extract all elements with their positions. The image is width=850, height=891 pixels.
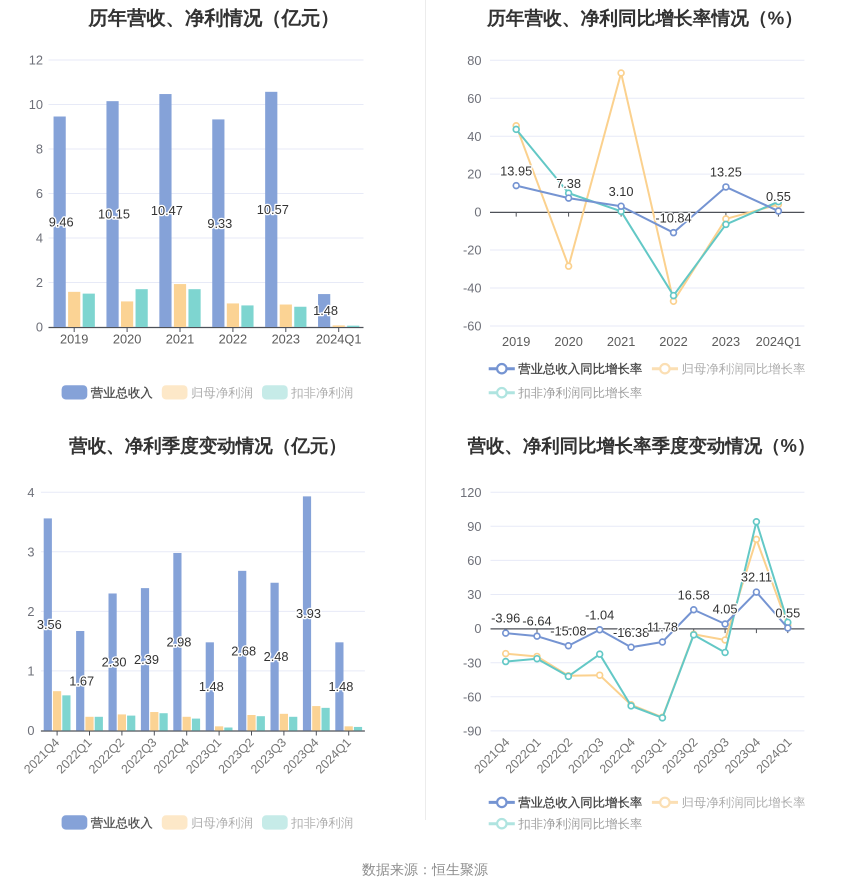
svg-text:-1.04: -1.04 xyxy=(585,607,614,622)
svg-text:0: 0 xyxy=(474,205,481,220)
svg-text:11.78: 11.78 xyxy=(647,620,678,635)
svg-text:60: 60 xyxy=(467,91,481,106)
svg-text:32.11: 32.11 xyxy=(741,570,772,585)
svg-text:2019: 2019 xyxy=(60,332,88,347)
svg-text:2.98: 2.98 xyxy=(166,634,191,649)
svg-text:-40: -40 xyxy=(463,281,482,296)
svg-text:%: % xyxy=(768,7,785,28)
svg-text:1.48: 1.48 xyxy=(313,303,338,318)
svg-text:10.15: 10.15 xyxy=(98,207,130,222)
svg-text:10.57: 10.57 xyxy=(257,202,289,217)
svg-text:3.56: 3.56 xyxy=(37,617,62,632)
svg-text:2020: 2020 xyxy=(554,334,582,349)
svg-text:2022: 2022 xyxy=(219,332,247,347)
svg-text:%: % xyxy=(781,435,797,456)
svg-text:1: 1 xyxy=(27,664,34,679)
svg-text:2020: 2020 xyxy=(113,332,141,347)
svg-text:1.48: 1.48 xyxy=(199,679,224,694)
svg-text:2022: 2022 xyxy=(659,334,687,349)
svg-text:16.58: 16.58 xyxy=(678,587,710,602)
svg-text:-60: -60 xyxy=(463,689,482,704)
svg-text:4.05: 4.05 xyxy=(713,602,738,617)
svg-text:0: 0 xyxy=(27,723,34,738)
svg-text:1.67: 1.67 xyxy=(69,673,94,688)
svg-text:2.48: 2.48 xyxy=(264,649,289,664)
svg-text:-6.64: -6.64 xyxy=(522,614,551,629)
svg-text:10.47: 10.47 xyxy=(151,203,183,218)
svg-text:0: 0 xyxy=(474,621,481,636)
svg-text:60: 60 xyxy=(467,553,481,568)
svg-text:2: 2 xyxy=(36,275,43,290)
svg-text:2: 2 xyxy=(27,604,34,619)
svg-text:3: 3 xyxy=(27,544,34,559)
svg-text:-15.08: -15.08 xyxy=(550,623,586,638)
svg-text:3.93: 3.93 xyxy=(296,606,321,621)
svg-text:20: 20 xyxy=(467,167,481,182)
svg-text:80: 80 xyxy=(467,53,481,68)
svg-text:-3.96: -3.96 xyxy=(491,611,520,626)
svg-text:-10.84: -10.84 xyxy=(655,210,691,225)
svg-text:120: 120 xyxy=(460,485,481,500)
svg-text:-90: -90 xyxy=(463,724,482,739)
svg-text:1.48: 1.48 xyxy=(328,679,353,694)
svg-text:0: 0 xyxy=(36,320,43,335)
svg-text:6: 6 xyxy=(36,186,43,201)
svg-text:2019: 2019 xyxy=(502,334,530,349)
svg-text:2023: 2023 xyxy=(272,332,300,347)
svg-text:2024Q1: 2024Q1 xyxy=(316,332,362,347)
svg-text:13.95: 13.95 xyxy=(500,163,532,178)
svg-text:4: 4 xyxy=(27,485,34,500)
svg-text:2.68: 2.68 xyxy=(231,643,256,658)
svg-text:2021: 2021 xyxy=(166,332,194,347)
svg-text:90: 90 xyxy=(467,519,481,534)
svg-text:7.38: 7.38 xyxy=(556,176,581,191)
svg-text:-16.38: -16.38 xyxy=(613,625,649,640)
svg-text:2023: 2023 xyxy=(712,334,740,349)
svg-text:9.46: 9.46 xyxy=(49,214,74,229)
svg-text:40: 40 xyxy=(467,129,481,144)
svg-text:-30: -30 xyxy=(463,655,482,670)
svg-text:3.10: 3.10 xyxy=(609,184,634,199)
svg-text:10: 10 xyxy=(29,97,43,112)
svg-text:30: 30 xyxy=(467,587,481,602)
svg-text:9.33: 9.33 xyxy=(207,216,232,231)
svg-text:2.30: 2.30 xyxy=(102,655,127,670)
svg-text:2024Q1: 2024Q1 xyxy=(756,334,802,349)
svg-text:-60: -60 xyxy=(463,319,482,334)
svg-text:8: 8 xyxy=(36,142,43,157)
svg-text:-20: -20 xyxy=(463,243,482,258)
svg-text:0.55: 0.55 xyxy=(766,189,791,204)
svg-text:4: 4 xyxy=(36,231,43,246)
svg-text:0.55: 0.55 xyxy=(775,606,800,621)
svg-text:2021: 2021 xyxy=(607,334,635,349)
svg-text:13.25: 13.25 xyxy=(710,165,742,180)
svg-text:2.39: 2.39 xyxy=(134,652,159,667)
svg-text:12: 12 xyxy=(29,53,43,68)
